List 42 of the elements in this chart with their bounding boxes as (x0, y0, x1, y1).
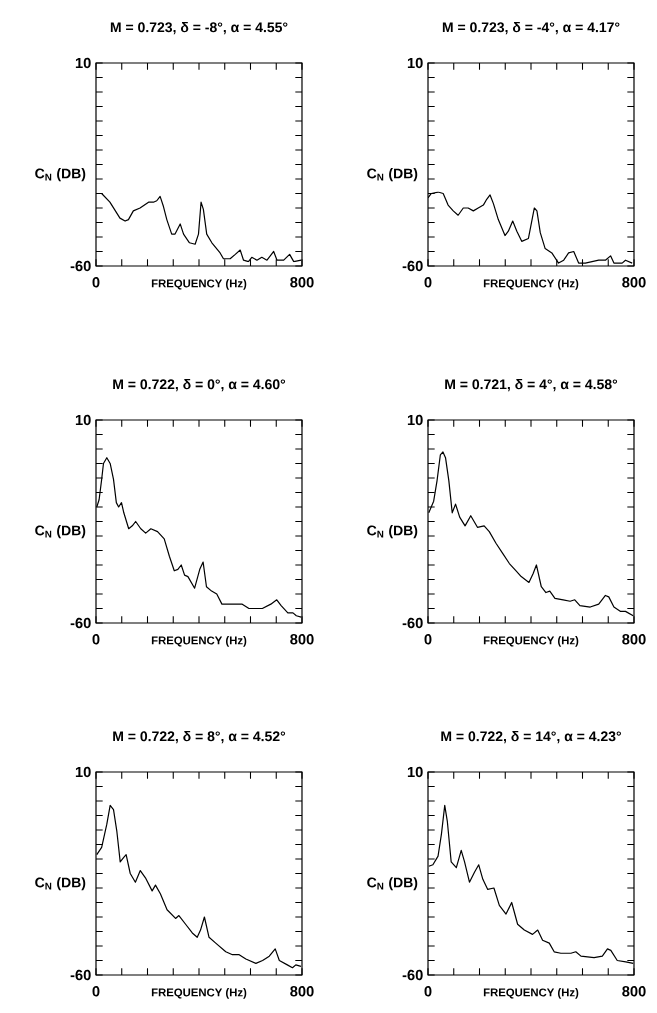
y-axis-title: C$_{N}$ (DB) (367, 168, 418, 182)
y-axis-title: C$_{N}$ (DB) (35, 525, 86, 539)
x-tick-label: 0 (92, 634, 100, 645)
y-tick-label: -60 (402, 969, 423, 981)
y-axis-title: C$_{N}$ (DB) (367, 877, 418, 891)
y-tick-label: 10 (75, 414, 91, 426)
x-tick-label: 800 (622, 277, 646, 288)
y-tick-label: 10 (407, 414, 423, 426)
y-axis-title: C$_{N}$ (DB) (35, 168, 86, 182)
chart-title: M = 0.722, δ = 0°, α = 4.60° (113, 378, 286, 392)
x-axis-title: FREQUENCY (Hz) (483, 988, 579, 999)
x-tick-label: 0 (92, 986, 100, 997)
x-tick-label: 0 (92, 277, 100, 288)
y-tick-label: 10 (75, 766, 91, 778)
chart-title: M = 0.721, δ = 4°, α = 4.58° (445, 378, 618, 392)
y-tick-label: -60 (402, 617, 423, 629)
x-tick-label: 0 (424, 634, 432, 645)
y-tick-label: -60 (70, 969, 91, 981)
x-axis-title: FREQUENCY (Hz) (151, 279, 247, 290)
chart-title: M = 0.723, δ = -8°, α = 4.55° (110, 21, 288, 35)
x-axis-title: FREQUENCY (Hz) (151, 988, 247, 999)
x-tick-label: 800 (290, 634, 314, 645)
y-tick-label: 10 (407, 57, 423, 69)
y-axis-title: C$_{N}$ (DB) (367, 525, 418, 539)
y-tick-label: 10 (407, 766, 423, 778)
y-tick-label: 10 (75, 57, 91, 69)
y-axis-title: C$_{N}$ (DB) (35, 877, 86, 891)
y-tick-label: -60 (70, 260, 91, 272)
x-tick-label: 800 (622, 986, 646, 997)
chart-title: M = 0.722, δ = 14°, α = 4.23° (441, 730, 621, 744)
x-tick-label: 800 (622, 634, 646, 645)
y-tick-label: -60 (402, 260, 423, 272)
chart-title: M = 0.722, δ = 8°, α = 4.52° (113, 730, 286, 744)
x-tick-label: 800 (290, 277, 314, 288)
x-tick-label: 0 (424, 986, 432, 997)
x-axis-title: FREQUENCY (Hz) (151, 636, 247, 647)
x-axis-title: FREQUENCY (Hz) (483, 279, 579, 290)
x-axis-title: FREQUENCY (Hz) (483, 636, 579, 647)
x-tick-label: 0 (424, 277, 432, 288)
chart-title: M = 0.723, δ = -4°, α = 4.17° (442, 21, 620, 35)
y-tick-label: -60 (70, 617, 91, 629)
x-tick-label: 800 (290, 986, 314, 997)
